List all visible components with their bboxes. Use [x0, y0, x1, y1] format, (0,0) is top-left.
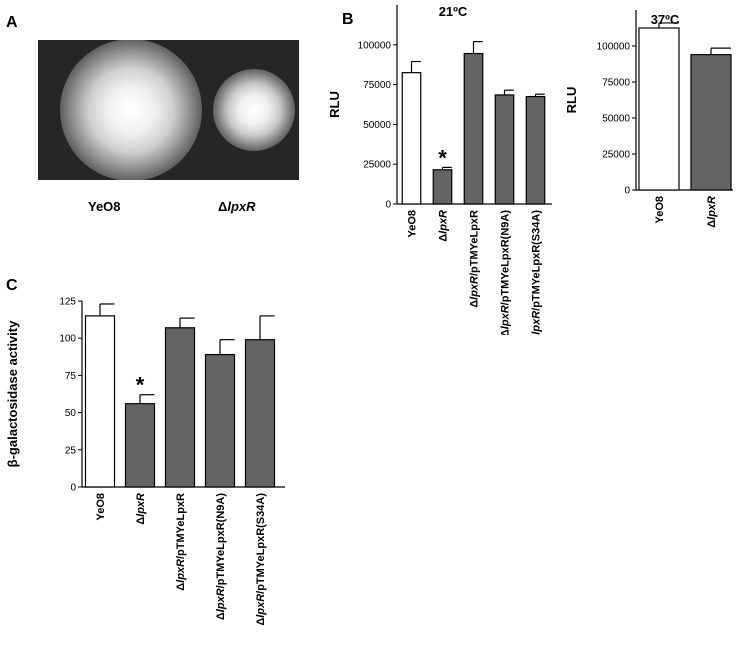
x-tick-label: ΔlpxR/pTMYeLpxR(S34A) [255, 493, 267, 626]
bar [432, 169, 453, 205]
y-tick-label: 25000 [363, 160, 391, 171]
y-tick-label: 75 [65, 371, 77, 382]
x-tick-label-rest: /pTMYeLpxR [175, 493, 187, 559]
chart-b-37c: 37ºC RLU 0 25000 50000 75000 100000 YeO8 ΔlpxR [565, 10, 733, 228]
x-tick-label-rest: /pTMYeLpxR(N9A) [500, 210, 512, 306]
y-axis-label: RLU [565, 87, 579, 114]
y-tick-label: 125 [59, 297, 76, 308]
x-tick-label-prefix: Δ [215, 612, 227, 620]
x-tick-label-rest: YeO8 [654, 196, 666, 224]
x-tick-label-prefix: Δ [500, 329, 512, 335]
significance-asterisk: * [136, 373, 145, 398]
x-tick-label: YeO8 [95, 493, 107, 521]
y-axis-label: RLU [327, 91, 342, 118]
panel-a-letter: A [6, 14, 18, 31]
x-tick-label: ΔlpxR/pTMYeLpxR [175, 493, 187, 591]
colony-photo [38, 40, 299, 180]
y-tick-label: 75000 [602, 78, 630, 89]
x-tick-label: ΔlpxR/pTMYeLpxR(N9A) [215, 493, 227, 620]
x-tick-label-rest: /pTMYeLpxR(S34A) [531, 210, 543, 311]
y-tick-label: 0 [624, 186, 630, 197]
x-tick-label-italic: lpxR [438, 210, 450, 234]
y-tick-label: 100000 [358, 40, 392, 51]
x-tick-label: YeO8 [654, 196, 666, 224]
x-tick-label: ΔlpxR/pTMYeLpxR(N9A) [500, 210, 512, 335]
x-tick-label-italic: lpxR [531, 311, 543, 335]
colony-delta-lpxr [213, 69, 295, 151]
bar [244, 339, 276, 488]
x-tick-label-rest: /pTMYeLpxR [469, 210, 481, 276]
x-tick-label-rest: YeO8 [407, 210, 419, 238]
bar [463, 52, 484, 205]
y-tick-label: 50000 [363, 120, 391, 131]
y-tick-label: 75000 [363, 80, 391, 91]
bar [84, 315, 116, 488]
y-tick-label: 0 [385, 200, 391, 211]
x-tick-label-prefix: Δ [706, 220, 718, 228]
bar [690, 54, 732, 191]
y-tick-label: 50000 [602, 114, 630, 125]
x-tick-label: ΔlpxR/pTMYeLpxR(S34A) [531, 210, 543, 335]
chart-title: 37ºC [651, 12, 680, 27]
y-axis-label: β-galactosidase activity [5, 320, 20, 467]
x-tick-label: ΔlpxR [706, 196, 718, 228]
chart-b-21c: 21ºCRLU0250005000075000100000YeO8ΔlpxRΔl… [327, 4, 552, 335]
x-tick-label: ΔlpxR [135, 493, 147, 525]
x-tick-label-italic: lpxR [500, 305, 512, 329]
photo-label-delta-lpxr: ΔlpxR [218, 199, 256, 214]
y-tick-label: 25000 [602, 150, 630, 161]
y-tick-label: 0 [70, 483, 76, 494]
chart-c-beta-galactosidase: β-galactosidase activity 0 25 50 75 100 125 YeO… [5, 297, 285, 626]
x-tick-label: YeO8 [407, 210, 419, 238]
bar [494, 94, 515, 205]
x-tick-label-italic: lpxR [706, 196, 718, 220]
x-tick-label: ΔlpxR/pTMYeLpxR [469, 210, 481, 308]
bar [525, 95, 546, 205]
photo-label-yeo8: YeO8 [88, 199, 121, 214]
y-tick-label: 50 [65, 408, 77, 419]
panel-b-letter: B [342, 11, 354, 28]
colony-yeo8 [60, 40, 202, 180]
bar [638, 27, 680, 191]
x-tick-label-prefix: Δ [135, 517, 147, 525]
x-tick-label-prefix: Δ [255, 618, 267, 626]
bar [164, 327, 196, 488]
bar [124, 403, 156, 488]
x-tick-label-italic: lpxR [469, 276, 481, 300]
significance-asterisk: * [438, 145, 447, 170]
chart-title: 21ºC [439, 4, 468, 19]
x-tick-label-rest: YeO8 [95, 493, 107, 521]
x-tick-label-italic: lpxR [135, 493, 147, 517]
bar [204, 353, 236, 488]
y-tick-label: 100000 [597, 42, 631, 53]
x-tick-label-prefix: Δ [175, 583, 187, 591]
bar [401, 72, 422, 205]
x-tick-label-prefix: Δ [469, 300, 481, 308]
y-tick-label: 25 [65, 445, 77, 456]
x-tick-label: ΔlpxR [438, 210, 450, 242]
x-tick-label-rest: /pTMYeLpxR(S34A) [255, 493, 267, 594]
x-tick-label-prefix: Δ [438, 234, 450, 242]
x-tick-label-italic: lpxR [255, 594, 267, 618]
x-tick-label-italic: lpxR [175, 559, 187, 583]
x-tick-label-rest: /pTMYeLpxR(N9A) [215, 493, 227, 589]
x-tick-label-italic: lpxR [215, 588, 227, 612]
panel-c-letter: C [6, 277, 18, 294]
y-tick-label: 100 [59, 334, 76, 345]
